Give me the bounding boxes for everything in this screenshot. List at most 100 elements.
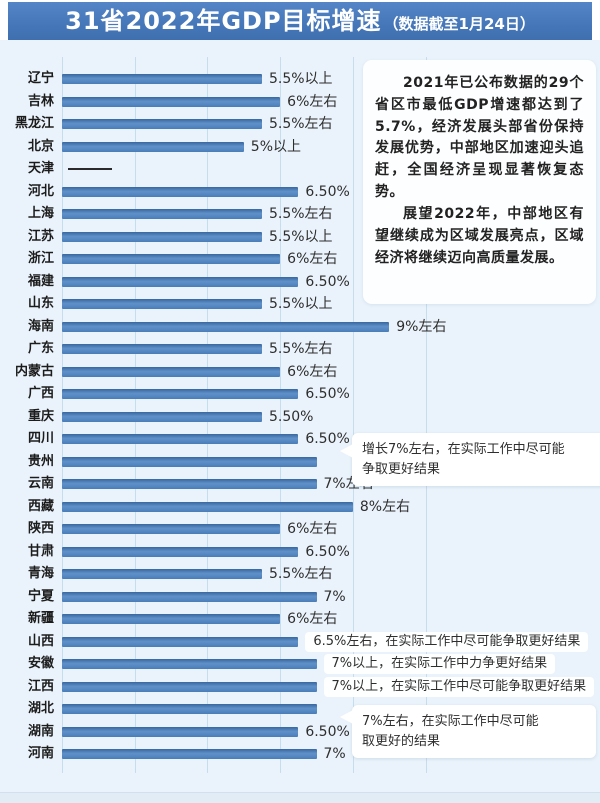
gdp-target-bar <box>62 276 299 287</box>
province-label: 陕西 <box>27 521 54 536</box>
value-label: 5.5%左右 <box>268 566 333 582</box>
gdp-target-bar <box>62 366 281 377</box>
gdp-target-bar <box>62 659 317 669</box>
value-label: 7%以上，在实际工作中尽可能争取更好结果 <box>323 676 595 697</box>
province-label: 重庆 <box>27 408 54 424</box>
province-label: 辽宁 <box>27 71 54 86</box>
gdp-target-bar <box>62 501 353 512</box>
gdp-target-bar <box>62 209 262 219</box>
value-label: 6.50% <box>305 273 350 290</box>
gdp-target-bar <box>62 636 299 647</box>
value-label: 6%左右 <box>287 363 338 380</box>
gdp-target-bar <box>62 74 262 84</box>
value-label: 6.50% <box>305 543 350 560</box>
province-label: 江苏 <box>27 228 54 244</box>
province-label: 吉林 <box>27 93 54 109</box>
value-label: 6%左右 <box>287 93 338 110</box>
province-label: 云南 <box>27 476 54 491</box>
province-label: 山西 <box>27 633 54 649</box>
province-label: 浙江 <box>27 251 54 266</box>
province-label: 内蒙古 <box>14 363 54 379</box>
value-label: 5.50% <box>268 408 314 425</box>
value-label: 5.5%左右 <box>268 116 333 132</box>
province-label: 湖南 <box>27 723 54 739</box>
province-label: 宁夏 <box>27 588 54 604</box>
summary-paragraph-1: 2021年已公布数据的29个省区市最低GDP增速都达到了5.7%，经济发展头部省… <box>375 75 584 201</box>
province-label: 河南 <box>27 746 54 761</box>
value-label: 5.5%以上 <box>268 228 333 245</box>
gdp-target-bar <box>62 704 317 714</box>
guizhou-annotation-line2: 争取更好结果 <box>362 461 441 477</box>
province-label: 安徽 <box>27 656 54 671</box>
value-label: 6%左右 <box>287 251 338 267</box>
callout-pointer-icon <box>340 444 353 458</box>
value-label: 5.5%左右 <box>268 341 333 357</box>
gdp-target-bar <box>62 119 262 129</box>
province-label: 西藏 <box>27 498 54 514</box>
gridline <box>280 57 282 773</box>
gdp-target-bar <box>62 434 299 444</box>
value-label: 5.5%左右 <box>268 206 333 222</box>
gdp-target-bar <box>62 299 262 309</box>
gdp-target-bar <box>62 479 317 489</box>
province-label: 天津 <box>27 161 54 176</box>
value-label: 6.50% <box>305 431 350 447</box>
gdp-target-bar <box>62 231 262 242</box>
gdp-target-bar <box>62 186 299 197</box>
value-label: 6.50% <box>305 723 350 740</box>
province-label: 黑龙江 <box>14 116 54 131</box>
value-label: 7% <box>323 588 346 605</box>
gridline <box>352 57 354 773</box>
province-label: 四川 <box>27 431 54 446</box>
value-label: 8%左右 <box>359 498 411 515</box>
province-label: 新疆 <box>27 611 54 626</box>
province-label: 广东 <box>27 341 54 356</box>
callout-pointer-icon <box>340 710 353 724</box>
header-bar: 31省2022年GDP目标增速 （数据截至1月24日） <box>8 2 592 40</box>
province-label: 山东 <box>27 296 54 311</box>
province-label: 贵州 <box>27 453 54 469</box>
hubei-annotation-line1: 7%左右，在实际工作中尽可能 <box>362 714 539 729</box>
guizhou-annotation-callout: 增长7%左右，在实际工作中尽可能 争取更好结果 <box>340 433 600 486</box>
footer-band <box>0 792 600 803</box>
no-data-dash <box>68 168 112 170</box>
gdp-target-bar <box>62 726 299 737</box>
gdp-target-bar <box>62 96 281 107</box>
province-label: 甘肃 <box>27 543 54 559</box>
province-label: 湖北 <box>27 701 54 716</box>
province-label: 青海 <box>27 566 54 581</box>
province-label: 江西 <box>27 678 54 694</box>
gdp-target-bar <box>62 411 262 422</box>
hubei-annotation-line2: 取更好的结果 <box>362 733 441 749</box>
gridline <box>425 57 427 773</box>
guizhou-annotation-line1: 增长7%左右，在实际工作中尽可能 <box>362 442 565 457</box>
value-label: 5.5%以上 <box>268 296 333 312</box>
gdp-target-bar <box>62 254 281 264</box>
gdp-target-bar <box>62 389 299 399</box>
province-label: 广西 <box>27 386 54 401</box>
gdp-target-bar <box>62 321 390 332</box>
gdp-target-bar <box>62 569 262 579</box>
summary-text-box: 2021年已公布数据的29个省区市最低GDP增速都达到了5.7%，经济发展头部省… <box>363 60 596 304</box>
gdp-target-bar <box>62 141 244 152</box>
value-label: 6.50% <box>305 386 350 402</box>
hubei-annotation-callout: 7%左右，在实际工作中尽可能 取更好的结果 <box>340 705 596 758</box>
province-label: 北京 <box>27 138 54 154</box>
value-label: 7%以上，在实际工作中力争更好结果 <box>323 654 556 674</box>
province-label: 河北 <box>27 183 54 199</box>
gdp-target-bar <box>62 546 299 557</box>
gdp-target-bar <box>62 456 317 467</box>
gdp-target-bar <box>62 614 281 624</box>
province-label: 上海 <box>27 206 54 221</box>
gdp-target-bar <box>62 681 317 692</box>
value-label: 7% <box>323 746 346 762</box>
gdp-target-bar <box>62 344 262 354</box>
value-label: 5.5%以上 <box>268 71 333 87</box>
value-label: 9%左右 <box>396 318 447 335</box>
gdp-target-bar <box>62 524 281 534</box>
province-label: 福建 <box>27 273 54 289</box>
value-label: 6.50% <box>305 183 350 200</box>
value-label: 6.5%左右，在实际工作中尽可能争取更好结果 <box>305 631 589 652</box>
